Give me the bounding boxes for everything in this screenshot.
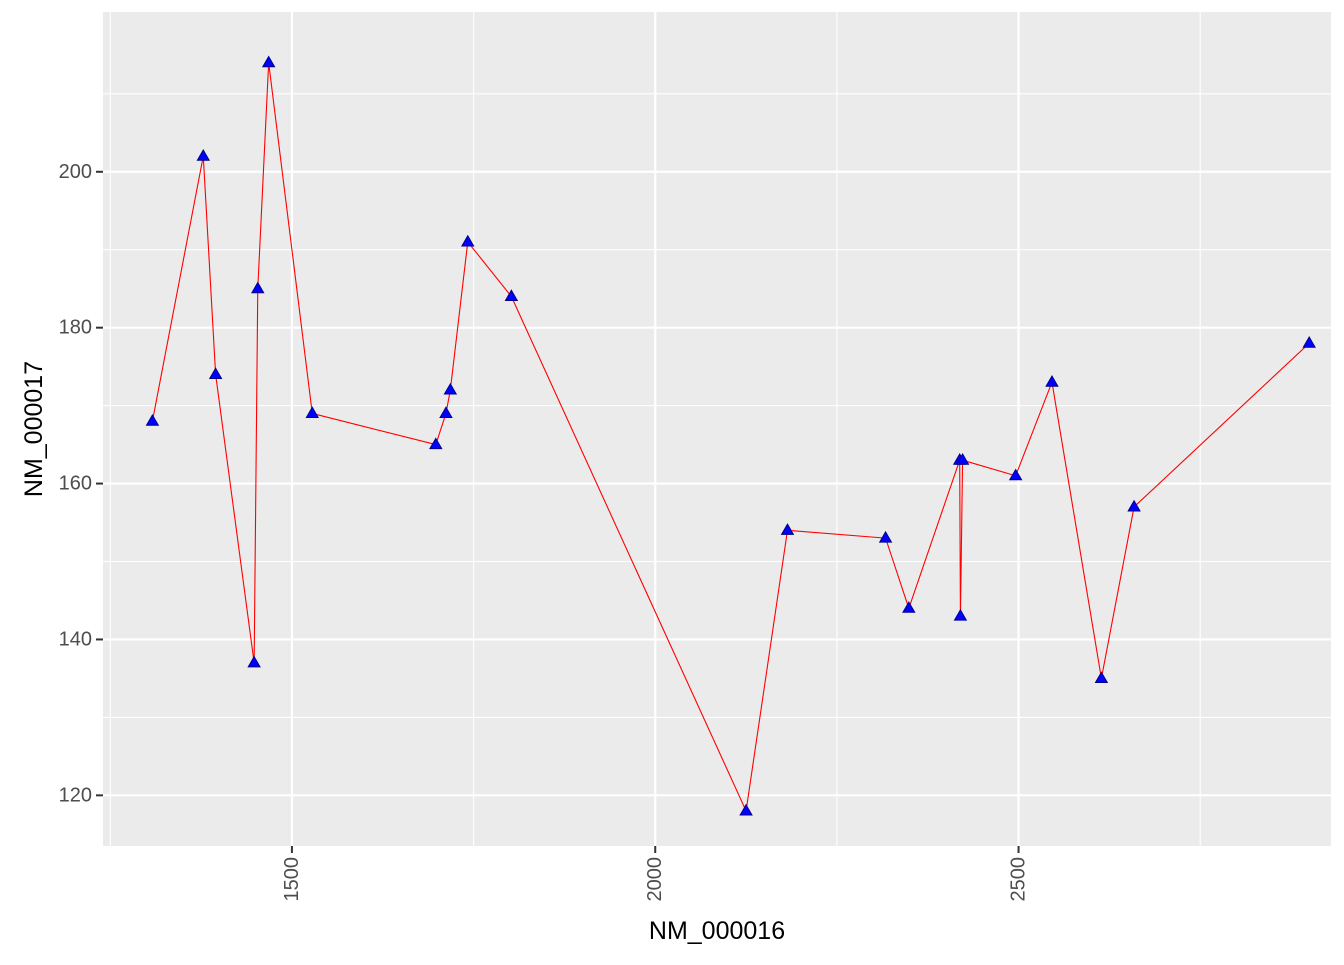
- plot-panel: [103, 12, 1331, 846]
- y-tick-label: 120: [59, 784, 92, 806]
- data-point: [261, 55, 276, 68]
- data-point: [1045, 375, 1059, 387]
- x-tick-label: 1500: [281, 857, 303, 902]
- data-point: [429, 437, 443, 450]
- data-point: [247, 655, 261, 668]
- data-point: [145, 414, 160, 426]
- data-point: [439, 406, 453, 418]
- grid-major: [103, 12, 1331, 846]
- grid-minor: [103, 12, 1331, 846]
- x-tick-label: 2000: [644, 857, 666, 902]
- data-point: [739, 803, 753, 816]
- y-axis: 120 140 160 180 200: [59, 161, 103, 806]
- data-point: [1302, 336, 1316, 348]
- x-axis: 1500 2000 2500: [281, 846, 1030, 902]
- data-point: [780, 523, 795, 535]
- series-line-group: [151, 62, 1310, 812]
- data-point: [902, 601, 916, 613]
- data-point: [305, 406, 320, 418]
- data-point: [1127, 499, 1141, 512]
- data-point: [1008, 468, 1023, 481]
- points-group: [145, 55, 1316, 816]
- x-tick-label: 2500: [1008, 857, 1030, 902]
- data-point: [461, 234, 475, 247]
- y-tick-label: 200: [59, 161, 92, 183]
- data-point: [251, 281, 265, 294]
- data-point: [953, 608, 968, 621]
- y-tick-label: 160: [59, 473, 92, 495]
- data-point: [443, 382, 458, 395]
- data-point: [504, 289, 519, 302]
- data-point: [1094, 671, 1109, 683]
- data-point: [196, 148, 211, 161]
- y-tick-label: 140: [59, 628, 92, 650]
- data-point: [208, 367, 223, 379]
- data-point: [878, 530, 893, 543]
- data-point: [955, 452, 970, 465]
- x-axis-title: NM_000016: [649, 917, 785, 945]
- y-axis-title: NM_000017: [20, 361, 48, 497]
- series-line: [151, 62, 1310, 812]
- y-tick-label: 180: [59, 317, 92, 339]
